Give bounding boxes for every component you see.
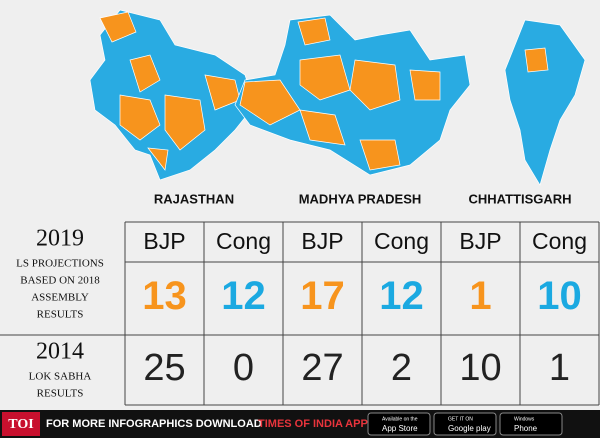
seat-count: 27 — [301, 347, 343, 389]
seat-count: 10 — [459, 347, 501, 389]
column-header: Cong — [216, 228, 271, 254]
column-header: BJP — [301, 228, 343, 254]
badge-small: Available on the — [382, 416, 418, 422]
seat-count: 17 — [300, 274, 345, 318]
column-header: BJP — [143, 228, 185, 254]
state-label: RAJASTHAN — [154, 191, 234, 206]
store-badges: Available on the App Store GET IT ON Google… — [367, 412, 563, 436]
seat-count: 13 — [142, 274, 187, 318]
logo-box — [2, 412, 40, 436]
row-year: 2019 — [36, 226, 84, 252]
footer-text: FOR MORE INFOGRAPHICS DOWNLOAD — [46, 418, 262, 430]
rajasthan-map — [89, 9, 256, 181]
footer-app: TIMES OF INDIA APP — [258, 418, 368, 430]
logo: TOI — [8, 417, 33, 432]
row-label: LS PROJECTIONS — [16, 258, 104, 270]
chhattisgarh-map — [504, 19, 586, 186]
badge-small: GET IT ON — [448, 416, 473, 422]
badge-small: Windows — [514, 416, 535, 422]
seat-count: 12 — [221, 274, 266, 318]
row-label: RESULTS — [37, 309, 84, 321]
column-header: BJP — [459, 228, 501, 254]
row-label: RESULTS — [37, 388, 84, 400]
badge-big: Phone — [514, 424, 538, 433]
seat-count: 12 — [379, 274, 424, 318]
seat-count: 1 — [469, 274, 491, 318]
row-label: BASED ON 2018 — [20, 275, 100, 287]
store-badge[interactable] — [433, 412, 497, 436]
badge-big: App Store — [382, 424, 418, 433]
row-label: ASSEMBLY — [31, 292, 89, 304]
seat-count: 1 — [549, 347, 570, 389]
seat-count: 0 — [233, 347, 254, 389]
store-badge[interactable] — [367, 412, 431, 436]
seat-count: 2 — [391, 347, 412, 389]
state-label: MADHYA PRADESH — [299, 191, 422, 206]
seat-count: 10 — [537, 274, 582, 318]
seat-count: 25 — [143, 347, 185, 389]
column-header: Cong — [532, 228, 587, 254]
results-table: BJP Cong BJP Cong BJP Cong 2019 LS PROJECTIONS B… — [0, 221, 600, 406]
row-label: LOK SABHA — [29, 371, 92, 383]
state-label: CHHATTISGARH — [468, 191, 571, 206]
row-year: 2014 — [36, 339, 84, 365]
column-header: Cong — [374, 228, 429, 254]
madhya-pradesh-map — [234, 14, 471, 176]
store-badge[interactable] — [499, 412, 563, 436]
badge-big: Google play — [448, 424, 491, 433]
